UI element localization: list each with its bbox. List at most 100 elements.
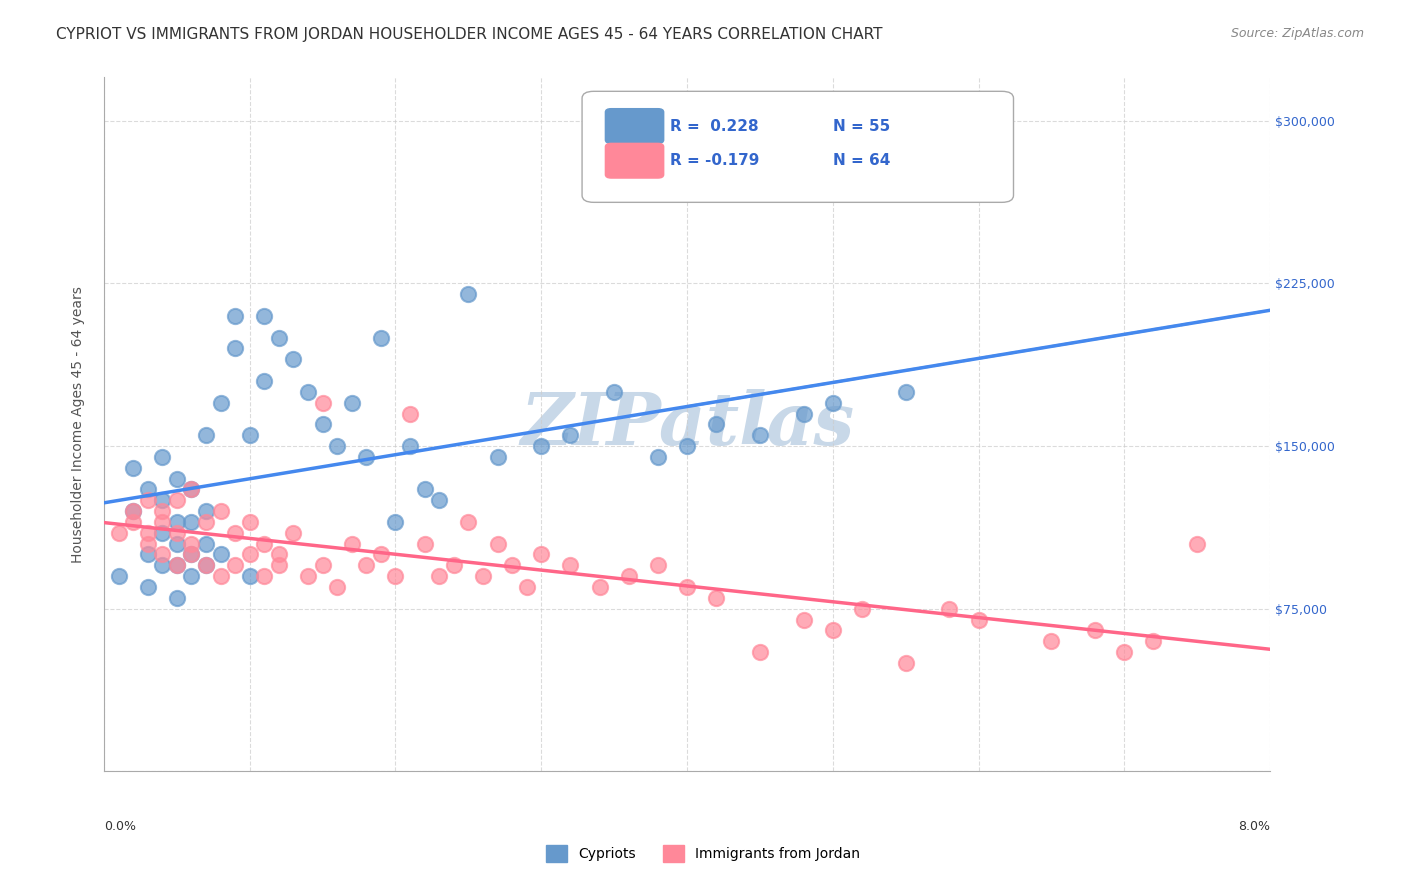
Point [166, 536, 188, 550]
Point [647, 450, 669, 464]
Point [704, 417, 727, 432]
Point [239, 515, 262, 529]
Point [150, 525, 173, 540]
Point [427, 493, 450, 508]
Point [530, 439, 553, 453]
FancyBboxPatch shape [582, 91, 1014, 202]
Point [209, 548, 232, 562]
Point [150, 493, 173, 508]
Point [180, 515, 202, 529]
Text: N = 64: N = 64 [832, 153, 890, 169]
Point [676, 580, 699, 594]
Text: ZIPatlas: ZIPatlas [520, 389, 853, 460]
Point [501, 558, 523, 573]
Point [166, 591, 188, 605]
Point [340, 395, 363, 409]
Point [150, 504, 173, 518]
Point [676, 439, 699, 453]
Point [370, 331, 392, 345]
Point [603, 384, 626, 399]
Y-axis label: Householder Income Ages 45 - 64 years: Householder Income Ages 45 - 64 years [72, 286, 86, 563]
Point [384, 569, 406, 583]
Point [748, 428, 770, 442]
Point [136, 548, 159, 562]
Legend: Cypriots, Immigrants from Jordan: Cypriots, Immigrants from Jordan [540, 839, 866, 867]
Point [894, 384, 917, 399]
Point [297, 384, 319, 399]
Point [311, 417, 333, 432]
Point [136, 493, 159, 508]
Point [209, 395, 232, 409]
Point [166, 493, 188, 508]
Point [107, 525, 129, 540]
Text: Source: ZipAtlas.com: Source: ZipAtlas.com [1230, 27, 1364, 40]
Point [253, 536, 276, 550]
Point [122, 504, 145, 518]
Point [195, 515, 218, 529]
Point [195, 428, 218, 442]
Point [150, 450, 173, 464]
Point [748, 645, 770, 659]
Point [1142, 634, 1164, 648]
Point [326, 580, 349, 594]
Point [326, 439, 349, 453]
Point [1084, 624, 1107, 638]
Point [253, 569, 276, 583]
Point [224, 309, 246, 323]
Point [195, 558, 218, 573]
Point [821, 395, 844, 409]
Point [283, 352, 305, 367]
Point [704, 591, 727, 605]
Point [297, 569, 319, 583]
Point [180, 548, 202, 562]
Point [821, 624, 844, 638]
Point [1040, 634, 1063, 648]
FancyBboxPatch shape [606, 109, 664, 144]
Point [150, 558, 173, 573]
Point [136, 483, 159, 497]
Point [471, 569, 494, 583]
Point [253, 309, 276, 323]
Point [384, 515, 406, 529]
Text: N = 55: N = 55 [832, 119, 890, 134]
Point [136, 580, 159, 594]
Point [180, 548, 202, 562]
Point [851, 601, 873, 615]
Point [560, 558, 582, 573]
Point [267, 558, 290, 573]
Point [150, 548, 173, 562]
Point [224, 558, 246, 573]
Point [427, 569, 450, 583]
Point [894, 656, 917, 670]
Point [166, 558, 188, 573]
Text: 8.0%: 8.0% [1239, 820, 1270, 833]
Point [180, 483, 202, 497]
Point [150, 515, 173, 529]
Point [1114, 645, 1136, 659]
Point [647, 558, 669, 573]
Point [413, 483, 436, 497]
Point [136, 536, 159, 550]
Text: R =  0.228: R = 0.228 [669, 119, 758, 134]
Point [793, 407, 815, 421]
Point [122, 515, 145, 529]
Point [253, 374, 276, 388]
Point [239, 428, 262, 442]
Point [967, 613, 990, 627]
Point [793, 613, 815, 627]
Point [486, 536, 509, 550]
Point [209, 504, 232, 518]
Point [413, 536, 436, 550]
Point [267, 548, 290, 562]
Point [239, 569, 262, 583]
Point [370, 548, 392, 562]
Point [443, 558, 465, 573]
Point [399, 407, 422, 421]
Text: R = -0.179: R = -0.179 [669, 153, 759, 169]
Point [136, 525, 159, 540]
Point [283, 525, 305, 540]
Point [311, 558, 333, 573]
Point [122, 504, 145, 518]
Point [311, 395, 333, 409]
Point [340, 536, 363, 550]
